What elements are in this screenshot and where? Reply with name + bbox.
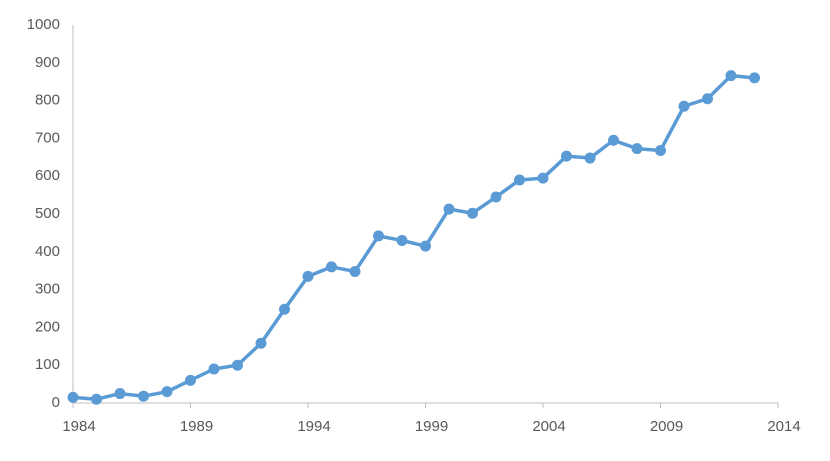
data-point xyxy=(608,134,619,146)
data-point xyxy=(749,72,760,84)
data-point xyxy=(490,191,502,203)
data-point xyxy=(208,363,220,375)
x-tick-label: 2009 xyxy=(650,418,683,435)
data-point xyxy=(561,150,572,162)
data-point xyxy=(537,172,549,184)
data-point xyxy=(678,100,690,112)
data-point xyxy=(91,393,102,405)
data-point xyxy=(420,240,431,252)
y-tick-label: 300 xyxy=(35,281,60,298)
data-point xyxy=(373,230,384,242)
data-point xyxy=(396,234,408,246)
data-point xyxy=(67,391,79,403)
data-point xyxy=(702,93,713,105)
data-point xyxy=(302,270,314,282)
data-point xyxy=(631,143,643,155)
y-tick-label: 1000 xyxy=(27,16,60,33)
y-tick-label: 100 xyxy=(35,356,60,373)
data-point xyxy=(232,359,243,371)
data-point xyxy=(114,388,126,400)
data-line xyxy=(72,73,755,401)
x-tick-label: 1989 xyxy=(180,418,213,435)
data-point xyxy=(443,203,455,215)
y-tick-label: 400 xyxy=(35,243,60,260)
data-point xyxy=(349,265,361,277)
x-tick-label: 2004 xyxy=(532,418,565,435)
data-point xyxy=(655,144,666,156)
y-tick-label: 900 xyxy=(35,54,60,71)
x-tick-label: 2014 xyxy=(767,418,800,435)
data-point xyxy=(725,70,737,82)
x-tick-label: 1984 xyxy=(62,418,95,435)
y-tick-label: 800 xyxy=(35,92,60,109)
y-tick-label: 700 xyxy=(35,129,60,146)
data-point xyxy=(255,337,267,349)
data-point xyxy=(584,152,596,164)
data-point xyxy=(161,386,173,398)
y-tick-label: 500 xyxy=(35,205,60,222)
data-point xyxy=(138,390,149,402)
data-point xyxy=(514,174,525,186)
data-point xyxy=(279,303,290,315)
data-point xyxy=(326,261,337,273)
data-point xyxy=(185,374,196,386)
y-tick-label: 0 xyxy=(52,394,60,411)
y-tick-label: 200 xyxy=(35,318,60,335)
y-tick-label: 600 xyxy=(35,167,60,184)
data-point xyxy=(467,207,478,219)
x-tick-label: 1999 xyxy=(415,418,448,435)
x-tick-label: 1994 xyxy=(297,418,330,435)
